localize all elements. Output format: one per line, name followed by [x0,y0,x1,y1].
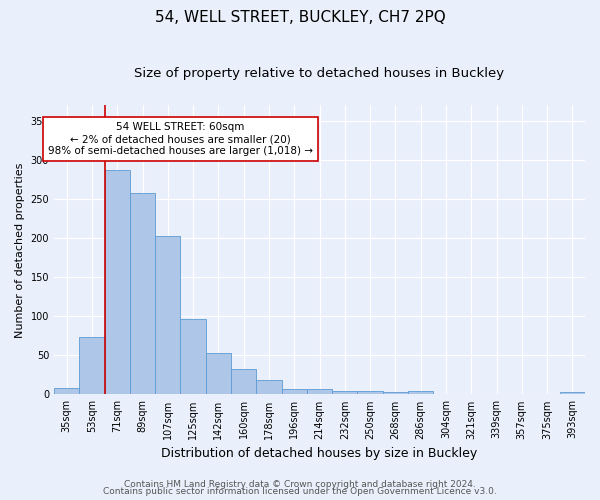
Bar [256,380,281,394]
Bar [155,236,181,394]
Text: Contains HM Land Registry data © Crown copyright and database right 2024.: Contains HM Land Registry data © Crown c… [124,480,476,489]
Bar [104,170,130,394]
Bar [560,392,585,394]
Text: Contains public sector information licensed under the Open Government Licence v3: Contains public sector information licen… [103,487,497,496]
Y-axis label: Number of detached properties: Number of detached properties [15,162,25,338]
Bar [130,193,155,394]
Text: 54 WELL STREET: 60sqm
← 2% of detached houses are smaller (20)
98% of semi-detac: 54 WELL STREET: 60sqm ← 2% of detached h… [48,122,313,156]
Bar [206,353,231,395]
Title: Size of property relative to detached houses in Buckley: Size of property relative to detached ho… [134,68,505,80]
Bar [408,390,433,394]
Bar [79,336,104,394]
Bar [307,389,332,394]
Bar [358,392,383,394]
Bar [332,390,358,394]
X-axis label: Distribution of detached houses by size in Buckley: Distribution of detached houses by size … [161,447,478,460]
Bar [281,389,307,394]
Bar [383,392,408,394]
Bar [181,320,206,394]
Text: 54, WELL STREET, BUCKLEY, CH7 2PQ: 54, WELL STREET, BUCKLEY, CH7 2PQ [155,10,445,25]
Bar [231,370,256,394]
Bar [54,388,79,394]
